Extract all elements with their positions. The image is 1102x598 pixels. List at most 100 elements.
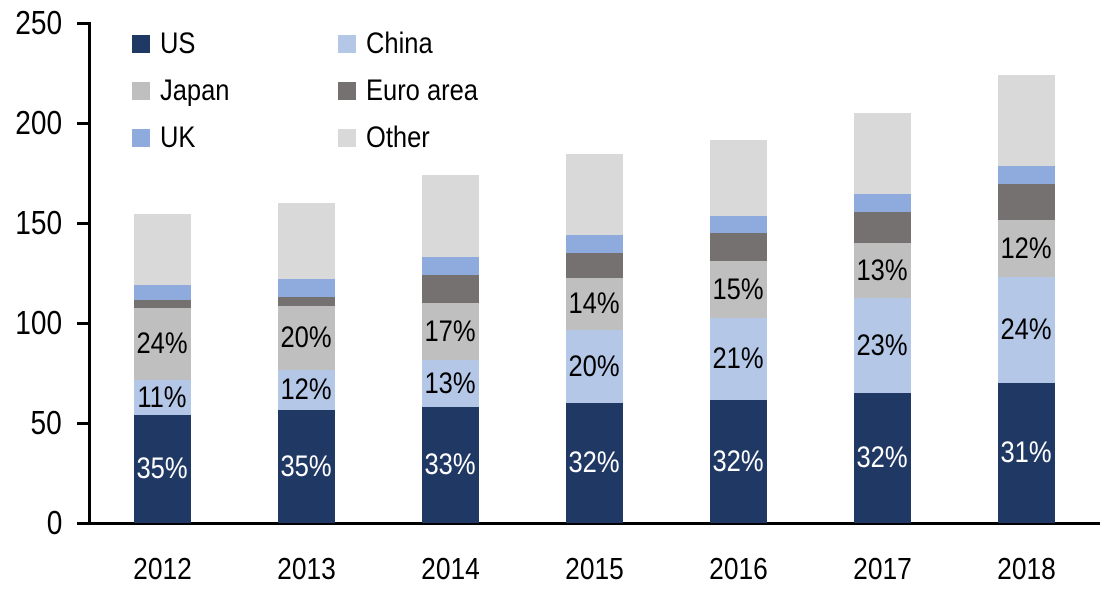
bar-label-china-2013: 12% xyxy=(246,374,366,406)
bar-segment-us-2016 xyxy=(709,400,767,523)
x-tick-label-2012-text: 2012 xyxy=(132,551,192,586)
y-tick-label-50: 50 xyxy=(0,405,62,441)
bar-segment-euro-area-2018 xyxy=(997,184,1055,220)
bar-label-us-2015: 32% xyxy=(534,447,654,479)
x-tick-label-2016: 2016 xyxy=(666,552,810,586)
bar-segment-china-2014 xyxy=(421,360,479,407)
bar-segment-china-2018 xyxy=(997,277,1055,383)
bar-label-us-2014: 33% xyxy=(390,449,510,481)
x-tick-label-2012: 2012 xyxy=(90,552,234,586)
y-tick-label-150-text: 150 xyxy=(15,204,62,241)
x-tick-label-2018-text: 2018 xyxy=(996,551,1056,586)
bar-segment-other-2013 xyxy=(277,203,335,279)
x-tick-label-2015: 2015 xyxy=(522,552,666,586)
bar-segment-euro-area-2013 xyxy=(277,297,335,306)
bar-segment-us-2013 xyxy=(277,410,335,523)
bar-segment-japan-2018 xyxy=(997,220,1055,277)
x-tick-label-2017-text: 2017 xyxy=(852,551,912,586)
bar-segment-us-2018 xyxy=(997,383,1055,523)
bar-label-china-2015: 20% xyxy=(534,349,654,383)
bar-segment-us-2015 xyxy=(565,403,623,523)
bar-label-us-2016: 32% xyxy=(678,444,798,478)
x-tick-label-2017: 2017 xyxy=(810,552,954,586)
bar-segment-japan-2014 xyxy=(421,303,479,360)
legend-item-other: Other xyxy=(338,114,498,161)
legend-swatch-euro-area xyxy=(338,81,356,100)
bar-label-us-2012-text: 35% xyxy=(136,452,188,485)
bar-label-us-2013-text: 35% xyxy=(280,449,332,483)
bar-label-japan-2017: 13% xyxy=(822,254,942,287)
x-axis-line xyxy=(77,522,1100,525)
bar-segment-japan-2017 xyxy=(853,243,911,298)
bar-label-china-2016-text: 21% xyxy=(712,342,764,375)
legend-swatch-us xyxy=(132,34,150,53)
bar-segment-euro-area-2016 xyxy=(709,233,767,261)
bar-segment-other-2018 xyxy=(997,75,1055,166)
legend-label-euro-area: Euro area xyxy=(366,74,498,107)
bar-segment-uk-2013 xyxy=(277,279,335,297)
legend-item-china: China xyxy=(338,20,498,67)
bar-segment-other-2012 xyxy=(133,214,191,285)
bar-segment-euro-area-2017 xyxy=(853,212,911,243)
bar-label-japan-2018-text: 12% xyxy=(1000,231,1052,265)
y-tick-label-250-text: 250 xyxy=(15,4,62,41)
bar-label-us-2013: 35% xyxy=(246,449,366,483)
bar-label-us-2018-text: 31% xyxy=(1000,436,1052,469)
bar-segment-uk-2016 xyxy=(709,216,767,233)
legend-label-us: US xyxy=(160,26,202,60)
bar-segment-other-2015 xyxy=(565,154,623,235)
y-axis-tick xyxy=(77,422,90,425)
bar-label-japan-2013: 20% xyxy=(246,322,366,354)
legend-label-text-us: US xyxy=(160,26,196,60)
bar-label-china-2016: 21% xyxy=(678,343,798,375)
bar-segment-japan-2015 xyxy=(565,278,623,330)
y-tick-label-50-text: 50 xyxy=(30,404,62,441)
bar-label-japan-2013-text: 20% xyxy=(280,321,332,354)
bar-segment-us-2012 xyxy=(133,415,191,523)
legend-swatch-japan xyxy=(132,81,150,100)
y-axis-tick xyxy=(77,322,90,325)
bar-label-china-2018-text: 24% xyxy=(1000,313,1052,346)
legend-label-uk: UK xyxy=(160,121,202,154)
y-tick-label-0-text: 0 xyxy=(46,504,62,541)
bar-segment-other-2014 xyxy=(421,175,479,257)
legend-item-uk: UK xyxy=(132,114,338,161)
bar-label-us-2018: 31% xyxy=(966,437,1086,469)
bar-segment-uk-2014 xyxy=(421,257,479,275)
bar-segment-euro-area-2014 xyxy=(421,275,479,303)
bar-segment-uk-2012 xyxy=(133,285,191,300)
bar-label-japan-2016-text: 15% xyxy=(712,272,764,306)
legend-label-text-other: Other xyxy=(366,120,430,154)
x-tick-label-2013-text: 2013 xyxy=(276,551,336,586)
bar-label-japan-2015: 14% xyxy=(534,288,654,320)
bar-label-china-2012-text: 11% xyxy=(137,380,187,414)
bar-label-us-2012: 35% xyxy=(102,453,222,485)
y-axis-tick xyxy=(77,122,90,125)
bar-label-japan-2012: 24% xyxy=(102,328,222,360)
bar-label-us-2016-text: 32% xyxy=(712,444,764,478)
bar-label-china-2015-text: 20% xyxy=(568,349,620,383)
bar-label-japan-2014-text: 17% xyxy=(424,314,476,348)
bar-segment-china-2013 xyxy=(277,370,335,410)
y-axis-tick xyxy=(77,22,90,25)
bar-label-japan-2015-text: 14% xyxy=(568,287,620,320)
bar-label-china-2018: 24% xyxy=(966,314,1086,346)
bar-label-china-2017-text: 23% xyxy=(856,328,908,362)
bar-label-japan-2018: 12% xyxy=(966,231,1086,265)
y-tick-label-0: 0 xyxy=(0,505,62,541)
x-tick-label-2014-text: 2014 xyxy=(420,551,480,586)
bar-label-china-2013-text: 12% xyxy=(280,373,332,406)
y-axis-tick xyxy=(77,222,90,225)
bar-segment-japan-2013 xyxy=(277,306,335,370)
bar-segment-other-2017 xyxy=(853,113,911,194)
legend-swatch-other xyxy=(338,128,356,147)
legend-swatch-china xyxy=(338,34,356,53)
y-tick-label-200: 200 xyxy=(0,105,62,141)
bar-segment-euro-area-2015 xyxy=(565,253,623,278)
x-tick-label-2016-text: 2016 xyxy=(708,551,768,586)
x-tick-label-2015-text: 2015 xyxy=(564,551,624,586)
bar-label-japan-2014: 17% xyxy=(390,314,510,348)
bar-segment-japan-2012 xyxy=(133,308,191,380)
y-axis-line xyxy=(88,22,91,524)
